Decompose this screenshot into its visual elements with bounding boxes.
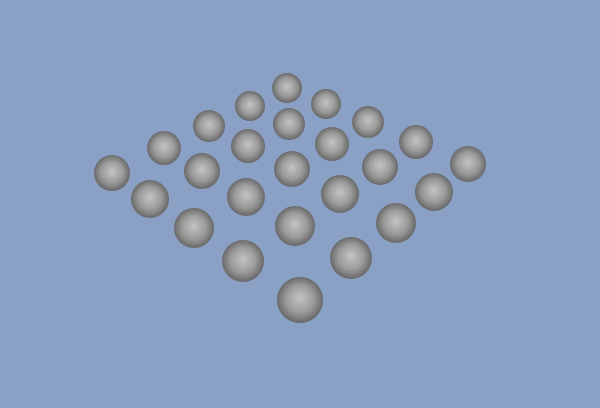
sphere [274,151,310,187]
sphere [193,110,225,142]
sphere [321,175,359,213]
sphere [94,155,130,191]
sphere [273,108,305,140]
sphere [131,180,169,218]
sphere [315,127,349,161]
sphere [376,203,416,243]
sphere [272,73,302,103]
sphere [362,149,398,185]
sphere [311,89,341,119]
sphere [277,277,323,323]
sphere [235,91,265,121]
sphere [352,106,384,138]
sphere [330,237,372,279]
sphere [227,178,265,216]
sphere [415,173,453,211]
sphere [184,153,220,189]
sphere [231,129,265,163]
sphere [275,206,315,246]
spheres [94,73,486,323]
sphere [450,146,486,182]
sphere [174,208,214,248]
sphere [147,131,181,165]
sphere [222,240,264,282]
sphere [399,125,433,159]
